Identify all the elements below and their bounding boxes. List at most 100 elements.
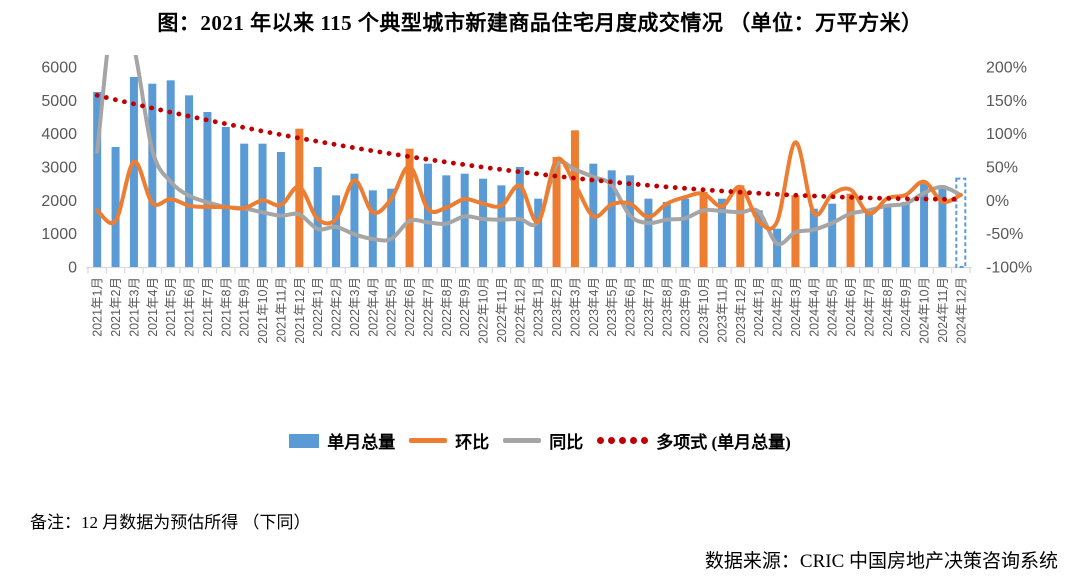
x-axis-labels: 2021年1月 2021年2月 2021年3月 2021年4月 2021年5月 2021年… xyxy=(91,277,969,344)
legend-swatch-yoy-line xyxy=(503,438,542,443)
x-axis-label: 2022年5月 xyxy=(385,277,399,337)
bar xyxy=(809,208,818,267)
bar xyxy=(736,185,745,267)
legend: 单月总量 环比 同比 多项式 (单月总量) xyxy=(0,428,1080,453)
bar xyxy=(534,198,543,267)
left-axis-tick: 0 xyxy=(68,260,77,277)
bar xyxy=(221,127,230,267)
bar xyxy=(662,202,671,267)
x-axis-label: 2021年12月 xyxy=(293,277,307,344)
x-axis-label: 2023年3月 xyxy=(568,277,582,337)
x-axis-label: 2024年3月 xyxy=(789,277,803,337)
right-axis-tick: -50% xyxy=(986,226,1023,243)
bar xyxy=(846,193,855,267)
x-axis-label: 2023年10月 xyxy=(697,277,711,344)
x-axis-label: 2024年6月 xyxy=(844,277,858,337)
bar xyxy=(920,183,929,267)
x-axis-label: 2021年1月 xyxy=(91,277,105,337)
poly-trendline-dotted xyxy=(94,92,964,202)
bars-monthly-total xyxy=(93,77,967,269)
x-axis-label: 2023年1月 xyxy=(532,277,546,337)
x-axis-label: 2024年1月 xyxy=(752,277,766,337)
x-axis-label: 2021年6月 xyxy=(183,277,197,337)
left-axis-tick: 5000 xyxy=(41,93,77,110)
bar xyxy=(773,228,782,267)
legend-swatch-bar xyxy=(289,433,320,448)
bar-estimated-dashed xyxy=(955,177,967,269)
footnote: 备注：12 月数据为预估所得 （下同） xyxy=(30,513,311,532)
left-axis-tick: 2000 xyxy=(41,193,77,210)
bar xyxy=(681,198,690,267)
bar xyxy=(148,83,157,268)
x-axis-label: 2021年10月 xyxy=(256,277,270,344)
x-axis-label: 2023年11月 xyxy=(715,277,729,343)
bar xyxy=(754,210,763,267)
bar xyxy=(423,163,432,267)
legend-label-polynomial: 多项式 (单月总量) xyxy=(656,433,791,452)
x-axis-label: 2021年2月 xyxy=(109,277,123,337)
x-axis-label: 2024年5月 xyxy=(826,277,840,337)
chart-title: 图：2021 年以来 115 个典型城市新建商品住宅月度成交情况 （单位：万平方… xyxy=(157,11,923,35)
x-axis-label: 2022年2月 xyxy=(330,277,344,337)
x-axis-label: 2021年9月 xyxy=(238,277,252,337)
bar xyxy=(295,128,304,267)
right-axis-tick: 100% xyxy=(986,126,1027,143)
right-axis-tick: 50% xyxy=(986,160,1018,177)
x-axis-label: 2022年6月 xyxy=(403,277,417,337)
legend-item-monthly-total: 单月总量 xyxy=(289,428,395,453)
bar xyxy=(387,188,396,267)
bar xyxy=(405,148,414,267)
x-axis-label: 2024年11月 xyxy=(936,277,950,343)
bar xyxy=(552,157,561,267)
x-axis-label: 2021年8月 xyxy=(219,277,233,337)
bar xyxy=(479,178,488,267)
bar xyxy=(607,170,616,267)
x-axis-label: 2024年10月 xyxy=(918,277,932,344)
x-axis-label: 2023年6月 xyxy=(624,277,638,337)
x-axis-label: 2022年9月 xyxy=(458,277,472,337)
bar xyxy=(129,77,138,267)
bar xyxy=(460,173,469,267)
x-axis-label: 2021年5月 xyxy=(164,277,178,337)
x-axis-label: 2024年4月 xyxy=(807,277,821,337)
right-axis-tick: 150% xyxy=(986,93,1027,110)
bar xyxy=(368,190,377,267)
x-axis-label: 2024年12月 xyxy=(954,277,968,344)
x-axis-label: 2022年11月 xyxy=(495,277,509,343)
bar xyxy=(883,207,892,267)
mom-line xyxy=(95,140,963,231)
x-axis-label: 2024年7月 xyxy=(862,277,876,337)
bar xyxy=(350,173,359,267)
x-axis-label: 2023年8月 xyxy=(660,277,674,337)
legend-label-mom: 环比 xyxy=(455,433,490,452)
bar xyxy=(497,185,506,267)
x-axis-label: 2023年2月 xyxy=(550,277,564,337)
x-axis-label: 2022年1月 xyxy=(311,277,325,337)
bar xyxy=(699,192,708,267)
x-axis-label: 2021年3月 xyxy=(127,277,141,337)
x-axis xyxy=(86,266,972,274)
x-axis-label: 2021年4月 xyxy=(146,277,160,337)
right-axis-labels: 200% 150% 100% 50% 0% -50% -100% xyxy=(986,60,1032,277)
x-axis-label: 2022年3月 xyxy=(348,277,362,337)
bar xyxy=(111,147,120,267)
legend-swatch-poly-dots xyxy=(597,437,649,444)
bar xyxy=(938,185,947,267)
legend-item-yoy: 同比 xyxy=(503,428,583,453)
left-axis-labels: 6000 5000 4000 3000 2000 1000 0 xyxy=(41,60,77,277)
left-axis-tick: 3000 xyxy=(41,160,77,177)
x-axis-label: 2021年11月 xyxy=(274,277,288,343)
bar xyxy=(570,130,579,267)
x-axis-label: 2022年10月 xyxy=(477,277,491,344)
bar xyxy=(203,112,212,267)
bar xyxy=(185,95,194,267)
x-axis-label: 2024年8月 xyxy=(881,277,895,337)
x-axis-label: 2024年2月 xyxy=(771,277,785,337)
x-axis-label: 2024年9月 xyxy=(899,277,913,337)
legend-item-polynomial: 多项式 (单月总量) xyxy=(597,428,791,453)
x-axis-label: 2023年12月 xyxy=(734,277,748,344)
left-axis-tick: 6000 xyxy=(41,60,77,77)
bar xyxy=(332,195,341,267)
